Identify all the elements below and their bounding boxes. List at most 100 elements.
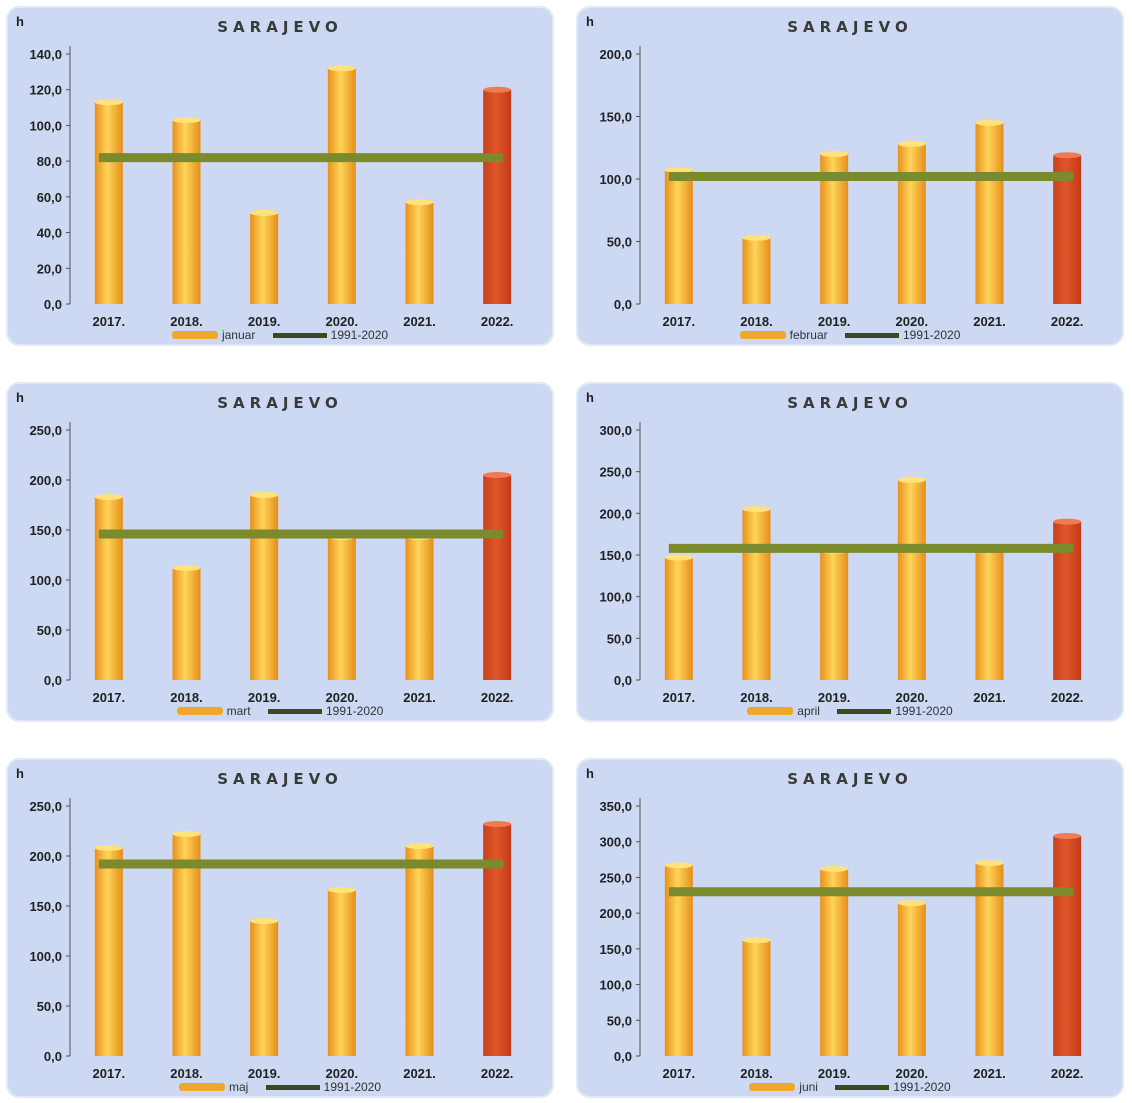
x-tick-label: 2021.	[403, 1066, 436, 1081]
bar-top	[172, 565, 201, 571]
bar-2017	[94, 497, 123, 680]
y-tick-label: 50,0	[607, 631, 632, 646]
bar-2020	[897, 480, 926, 680]
y-tick-label: 150,0	[29, 523, 62, 538]
bar-top	[94, 494, 123, 500]
y-axis-unit: h	[16, 14, 24, 29]
legend-series-label: maj	[228, 1080, 249, 1094]
y-tick-label: 250,0	[599, 465, 632, 480]
x-tick-label: 2019.	[818, 690, 851, 705]
bar-2019	[820, 868, 849, 1056]
bar-top	[742, 937, 771, 944]
x-tick-label: 2019.	[248, 314, 281, 329]
x-tick-label: 2017.	[663, 314, 696, 329]
bar-2018	[172, 834, 201, 1056]
bar-top	[94, 845, 123, 851]
bar-chart-mart: 0,0 50,0 100,0 150,0 200,0 250,0 2017. 2018. 201…	[29, 422, 514, 705]
chart-title: SARAJEVO	[787, 770, 913, 788]
y-tick-label: 200,0	[29, 473, 62, 488]
bar-2017	[94, 102, 123, 304]
bar-top	[1053, 518, 1082, 525]
y-axis-unit: h	[586, 14, 594, 29]
y-tick-label: 140,0	[29, 47, 62, 62]
legend-series-label: mart	[226, 704, 251, 718]
x-tick-label: 2020.	[326, 1066, 359, 1081]
bar-2019	[250, 921, 279, 1056]
x-tick-label: 2022.	[481, 1066, 514, 1081]
legend-reference-label: 1991-2020	[330, 328, 389, 342]
x-tick-label: 2018.	[170, 314, 203, 329]
x-tick-label: 2020.	[896, 1066, 929, 1081]
y-tick-label: 0,0	[614, 1049, 632, 1064]
chart-panel-januar: SARAJEVO h 0,0 20,0 40,0 60,0 80,0 100,0 120,0…	[6, 6, 554, 346]
chart-title: SARAJEVO	[787, 18, 913, 36]
x-tick-label: 2022.	[1051, 690, 1084, 705]
y-tick-label: 150,0	[599, 548, 632, 563]
chart-panel-maj: SARAJEVO h 0,0 50,0 100,0 150,0 200,0 250,0 20…	[6, 758, 554, 1098]
legend-line-swatch	[844, 332, 899, 338]
x-tick-label: 2022.	[1051, 314, 1084, 329]
x-tick-label: 2022.	[481, 314, 514, 329]
legend-reference-label: 1991-2020	[325, 704, 384, 718]
y-tick-label: 200,0	[599, 47, 632, 62]
legend-series-label: februar	[789, 328, 828, 342]
x-tick-label: 2021.	[403, 690, 436, 705]
legend-line-swatch	[267, 708, 322, 714]
legend-reference-label: 1991-2020	[895, 704, 953, 718]
bar-2017	[664, 170, 693, 304]
y-tick-label: 20,0	[37, 261, 62, 276]
bar-top	[664, 167, 693, 174]
legend-reference-label: 1991-2020	[893, 1080, 951, 1094]
y-tick-label: 100,0	[599, 172, 632, 187]
x-tick-label: 2020.	[326, 690, 359, 705]
chart-panel-juni: SARAJEVO h 0,0 50,0 100,0 150,0 200,0 250,0 30…	[576, 758, 1124, 1098]
y-tick-label: 250,0	[29, 423, 62, 438]
bar-2022	[483, 475, 512, 680]
y-tick-label: 100,0	[599, 978, 632, 993]
bar-top	[250, 209, 279, 216]
y-tick-label: 100,0	[599, 590, 632, 605]
bar-chart-maj: 0,0 50,0 100,0 150,0 200,0 250,0 2017. 2018. 201…	[29, 798, 514, 1081]
chart-panel-februar: SARAJEVO h 0,0 50,0 100,0 150,0 200,0 2017. 20…	[576, 6, 1124, 346]
bar-2021	[405, 846, 434, 1056]
x-tick-label: 2021.	[973, 1066, 1006, 1081]
legend-bar-swatch	[178, 1083, 225, 1091]
x-tick-label: 2021.	[403, 314, 436, 329]
x-tick-label: 2017.	[93, 1066, 126, 1081]
x-tick-label: 2020.	[896, 314, 929, 329]
bar-top	[327, 887, 356, 893]
legend-series-label: april	[797, 704, 820, 718]
legend-line-swatch	[265, 1084, 320, 1090]
bar-top	[483, 472, 512, 478]
y-tick-label: 0,0	[44, 297, 62, 312]
legend-reference-label: 1991-2020	[323, 1080, 382, 1094]
legend-bar-swatch	[171, 331, 218, 339]
x-tick-label: 2019.	[818, 1066, 851, 1081]
y-tick-label: 60,0	[37, 190, 62, 205]
bar-2019	[820, 550, 849, 680]
bar-2020	[327, 537, 356, 680]
y-tick-label: 120,0	[29, 83, 62, 98]
y-tick-label: 80,0	[37, 154, 62, 169]
bar-top	[975, 119, 1004, 126]
x-tick-label: 2019.	[248, 690, 281, 705]
bar-chart-februar: 0,0 50,0 100,0 150,0 200,0 2017. 2018. 2019. 202…	[599, 46, 1084, 329]
legend-series-label: juni	[799, 1080, 818, 1094]
bar-2018	[172, 120, 201, 304]
bar-2022	[1053, 836, 1082, 1056]
legend-bar-swatch	[747, 707, 794, 715]
y-tick-label: 150,0	[599, 110, 632, 125]
y-tick-label: 300,0	[599, 835, 632, 850]
y-tick-label: 300,0	[599, 423, 632, 438]
x-tick-label: 2018.	[740, 314, 773, 329]
legend: april 1991-2020	[576, 703, 1124, 718]
bar-2018	[742, 940, 771, 1056]
y-tick-label: 0,0	[614, 297, 632, 312]
x-tick-label: 2021.	[973, 314, 1006, 329]
legend: mart 1991-2020	[6, 703, 554, 718]
x-tick-label: 2022.	[481, 690, 514, 705]
bar-top	[897, 900, 926, 907]
bar-2020	[897, 144, 926, 304]
bar-top	[405, 843, 434, 849]
legend-bar-swatch	[739, 331, 786, 339]
